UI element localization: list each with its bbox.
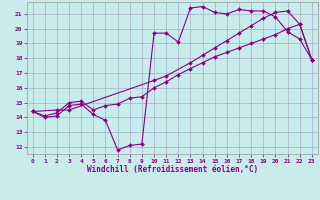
X-axis label: Windchill (Refroidissement éolien,°C): Windchill (Refroidissement éolien,°C)	[87, 165, 258, 174]
